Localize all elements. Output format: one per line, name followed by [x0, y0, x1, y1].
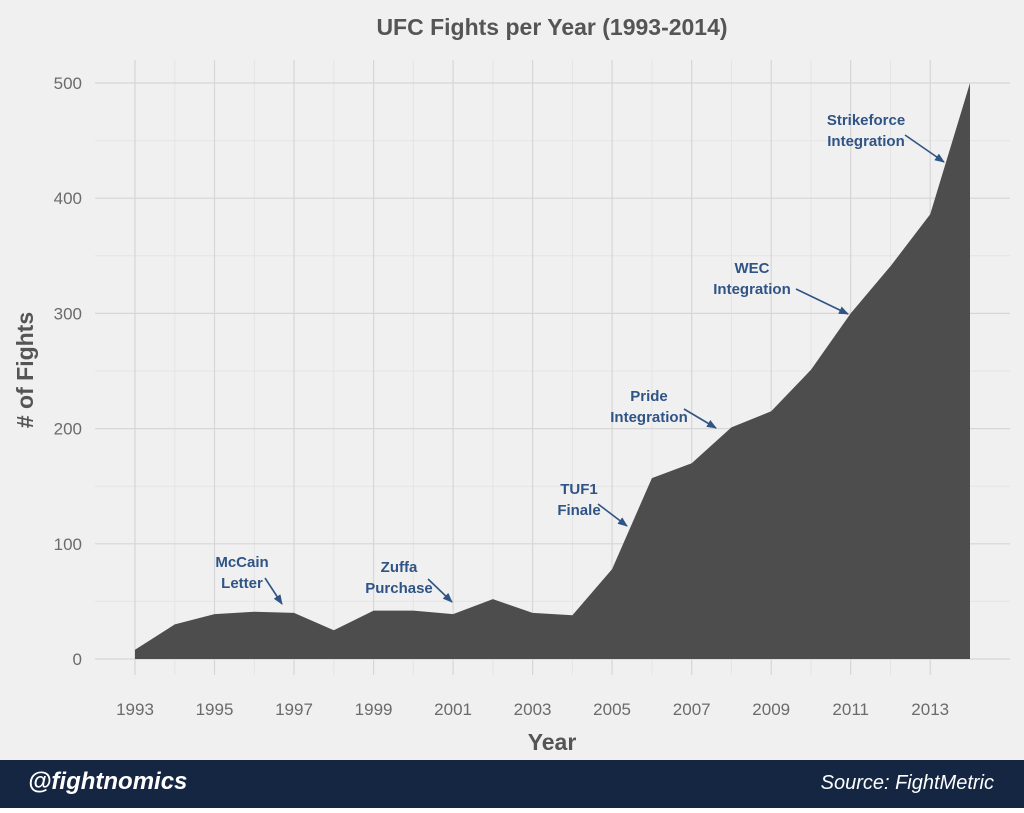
chart-panel: 1993 1995 1997 1999 2001 2003 2005 2007 2009 2011… [0, 0, 1024, 760]
x-tick-label: 2013 [911, 700, 949, 719]
data-point [451, 612, 455, 616]
data-point [491, 597, 495, 601]
y-tick-label: 400 [54, 189, 82, 208]
chart-title: UFC Fights per Year (1993-2014) [376, 14, 727, 40]
y-tick-label: 200 [54, 420, 82, 439]
x-tick-label: 2005 [593, 700, 631, 719]
x-tick-label: 1993 [116, 700, 154, 719]
annotation-arrow [683, 408, 717, 429]
x-tick-label: 2007 [673, 700, 711, 719]
annotation-label: Zuffa Purchase [365, 559, 433, 597]
y-tick-label: 0 [73, 650, 82, 669]
data-point [332, 628, 336, 632]
annotation-line: Integration [610, 409, 688, 426]
x-tick-label: 2003 [514, 700, 552, 719]
annotation-arrow [264, 577, 283, 605]
footer-source: Source: FightMetric [820, 772, 994, 794]
data-point [133, 648, 137, 652]
x-tick-label: 1999 [355, 700, 393, 719]
annotation-line: WEC [735, 260, 770, 277]
annotation-line: Integration [713, 281, 791, 298]
data-point [570, 613, 574, 617]
annotation-label: McCain Letter [215, 554, 268, 592]
area-chart: 1993 1995 1997 1999 2001 2003 2005 2007 2009 2011… [12, 14, 1010, 755]
x-tick-label: 2001 [434, 700, 472, 719]
annotation-label: Pride Integration [610, 388, 688, 426]
x-tick-label: 1995 [196, 700, 234, 719]
annotation-arrow [597, 503, 628, 527]
annotation-line: Letter [221, 575, 263, 592]
annotation-line: Purchase [365, 580, 433, 597]
data-point [729, 425, 733, 429]
data-point [889, 264, 893, 268]
data-point [690, 461, 694, 465]
data-point [610, 567, 614, 571]
x-tick-label: 2011 [832, 700, 869, 719]
data-point [252, 610, 256, 614]
data-point [968, 81, 972, 85]
data-point [173, 622, 177, 626]
annotation-arrow [427, 578, 453, 603]
y-axis-title: # of Fights [12, 312, 38, 428]
data-point [849, 311, 853, 315]
annotation-label: WEC Integration [713, 260, 791, 298]
annotation-label: TUF1 Finale [557, 481, 600, 519]
footer-handle: @fightnomics [28, 768, 188, 795]
x-tick-label: 1997 [275, 700, 313, 719]
y-tick-label: 300 [54, 304, 82, 323]
data-point [650, 476, 654, 480]
y-tick-label: 100 [54, 535, 82, 554]
annotation-line: McCain [215, 554, 268, 571]
data-point [769, 409, 773, 413]
data-point [213, 612, 217, 616]
data-point [531, 611, 535, 615]
annotation-line: Pride [630, 388, 668, 405]
x-tick-label: 2009 [752, 700, 790, 719]
data-point [372, 609, 376, 613]
annotation-line: TUF1 [560, 481, 598, 498]
footer-bar: @fightnomics Source: FightMetric [0, 760, 1024, 808]
data-point [411, 609, 415, 613]
annotation-line: Zuffa [381, 559, 418, 576]
annotation-line: Integration [827, 133, 905, 150]
data-point [292, 611, 296, 615]
x-axis-title: Year [528, 729, 577, 755]
fights-area [135, 83, 970, 659]
annotation-line: Finale [557, 502, 600, 519]
y-tick-label: 500 [54, 74, 82, 93]
data-point [809, 368, 813, 372]
annotation-label: Strikeforce Integration [827, 112, 905, 150]
data-point [928, 212, 932, 216]
annotation-arrow [904, 134, 945, 163]
annotation-line: Strikeforce [827, 112, 905, 129]
annotation-arrow [795, 288, 849, 315]
